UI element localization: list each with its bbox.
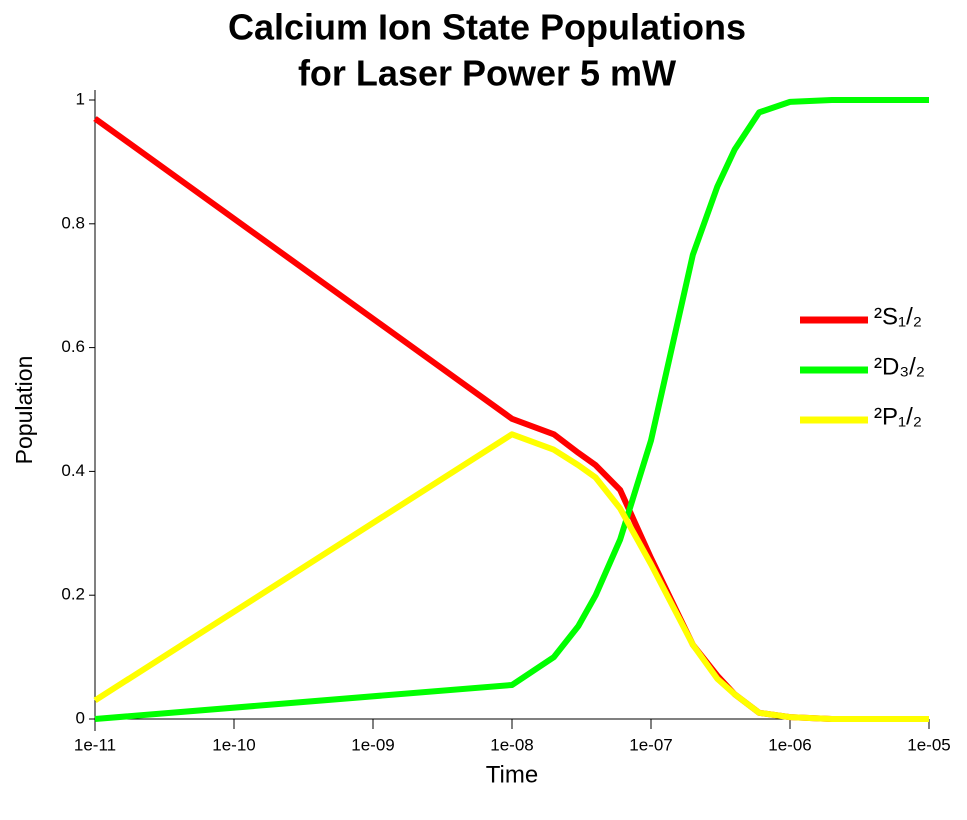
y-axis-label: Population (11, 356, 37, 465)
legend-label: ²D₃/₂ (874, 353, 925, 380)
x-tick-label: 1e-09 (351, 735, 394, 754)
x-tick-label: 1e-11 (74, 735, 116, 754)
x-tick-label: 1e-07 (629, 735, 672, 754)
y-tick-label: 0 (76, 708, 85, 727)
chart-title: Calcium Ion State Populations (228, 7, 746, 48)
y-tick-label: 0.6 (61, 337, 85, 356)
legend-label: ²S₁/₂ (874, 303, 922, 330)
x-axis-label: Time (486, 761, 538, 788)
y-tick-label: 0.2 (61, 585, 85, 604)
series-line (93, 431, 929, 722)
x-tick-label: 1e-06 (768, 735, 811, 754)
x-tick-label: 1e-10 (212, 735, 255, 754)
y-tick-label: 1 (76, 89, 85, 108)
x-tick-label: 1e-05 (907, 735, 950, 754)
y-tick-label: 0.4 (61, 461, 85, 480)
chart-title: for Laser Power 5 mW (298, 53, 676, 94)
series-line (94, 97, 929, 722)
x-tick-label: 1e-08 (490, 735, 533, 754)
y-tick-label: 0.8 (61, 213, 85, 232)
legend-label: ²P₁/₂ (874, 403, 922, 430)
